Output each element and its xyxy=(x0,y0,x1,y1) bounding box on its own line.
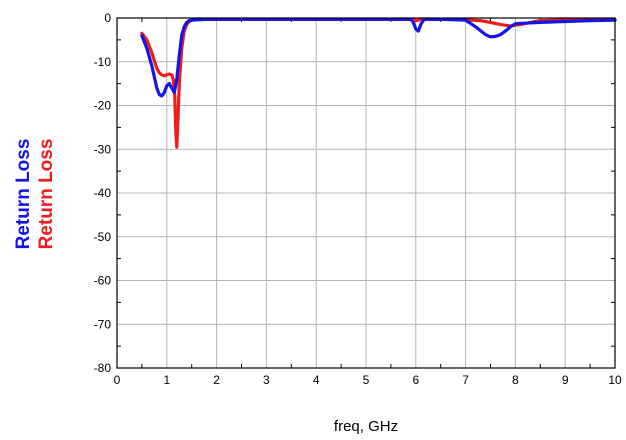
y-axis-title-red: Return Loss xyxy=(36,139,57,250)
x-tick-label: 7 xyxy=(462,373,469,387)
y-tick-label: -10 xyxy=(94,55,112,69)
y-tick-label: -40 xyxy=(94,186,112,200)
x-tick-label: 9 xyxy=(562,373,569,387)
y-tick-label: -50 xyxy=(94,230,112,244)
series-line-blue xyxy=(140,17,617,98)
y-tick-label: 0 xyxy=(104,11,111,25)
plot-frame xyxy=(116,17,616,369)
x-tick-label: 10 xyxy=(608,373,622,387)
x-tick-label: 0 xyxy=(114,373,121,387)
x-axis-title: freq, GHz xyxy=(334,418,398,435)
x-tick-label: 3 xyxy=(263,373,270,387)
x-tick-label: 6 xyxy=(412,373,419,387)
x-tick-label: 8 xyxy=(512,373,519,387)
grid-lines xyxy=(117,18,615,368)
x-tick-label: 1 xyxy=(163,373,170,387)
y-axis-title-blue: Return Loss xyxy=(13,139,34,250)
x-tick-label: 4 xyxy=(313,373,320,387)
series-layer xyxy=(140,17,617,149)
y-tick-labels: 0 -10 -20 -30 -40 -50 -60 -70 -80 xyxy=(94,11,112,375)
y-tick-label: -80 xyxy=(94,361,112,375)
y-tick-label: -70 xyxy=(94,317,112,331)
y-tick-label: -20 xyxy=(94,99,112,113)
x-tick-labels: 0 1 2 3 4 5 6 7 8 9 10 xyxy=(114,373,622,387)
y-tick-label: -30 xyxy=(94,142,112,156)
y-tick-label: -60 xyxy=(94,274,112,288)
x-tick-label: 5 xyxy=(363,373,370,387)
x-tick-label: 2 xyxy=(213,373,220,387)
